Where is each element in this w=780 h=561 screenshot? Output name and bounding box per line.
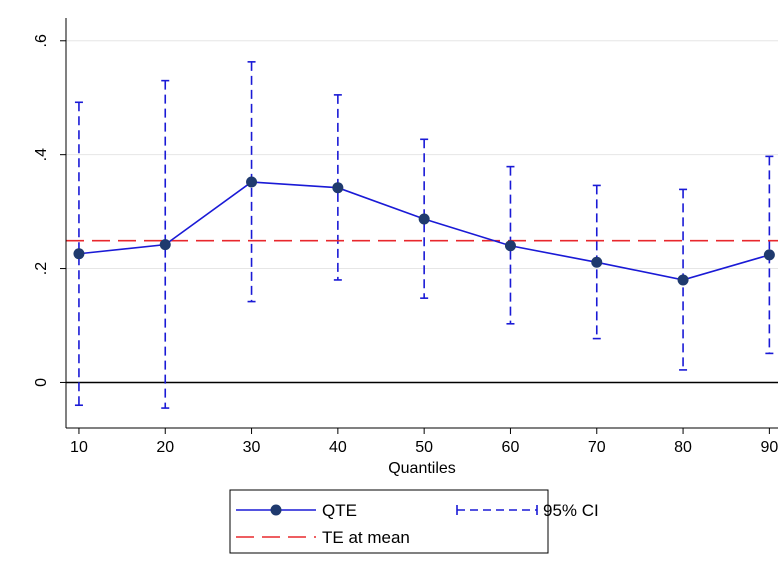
qte-point-40 <box>332 182 344 194</box>
y-axis: 0 .2 .4 .6 <box>33 18 67 428</box>
x-tick-label-2: 30 <box>243 439 261 456</box>
qte-point-50 <box>418 213 430 225</box>
y-tick-label-0: 0 <box>33 378 50 387</box>
qte-point-10 <box>73 248 85 260</box>
y-tick-label-3: .6 <box>33 34 50 47</box>
qte-point-70 <box>591 256 603 268</box>
x-tick-label-3: 40 <box>329 439 347 456</box>
legend-qte-marker <box>270 504 282 516</box>
legend: QTE 95% CI TE at mean <box>229 489 599 554</box>
qte-point-90 <box>763 249 775 261</box>
x-tick-label-1: 20 <box>156 439 174 456</box>
legend-ci-label: 95% CI <box>543 501 599 520</box>
legend-te-label: TE at mean <box>322 528 410 547</box>
qte-point-20 <box>159 239 171 251</box>
x-tick-label-4: 50 <box>415 439 433 456</box>
x-axis-title: Quantiles <box>388 460 456 477</box>
x-axis: Quantiles 10 20 30 40 50 60 70 80 90 <box>66 427 778 477</box>
legend-qte-label: QTE <box>322 501 357 520</box>
legend-box <box>229 489 549 554</box>
y-tick-label-2: .4 <box>33 148 50 161</box>
qte-point-60 <box>504 240 516 252</box>
x-tick-label-7: 80 <box>674 439 692 456</box>
plot-area <box>66 40 778 409</box>
x-tick-label-0: 10 <box>70 439 88 456</box>
x-tick-label-5: 60 <box>502 439 520 456</box>
x-tick-label-8: 90 <box>760 439 778 456</box>
y-tick-label-1: .2 <box>33 262 50 275</box>
qte-point-80 <box>677 274 689 286</box>
qte-point-30 <box>246 176 258 188</box>
x-tick-label-6: 70 <box>588 439 606 456</box>
